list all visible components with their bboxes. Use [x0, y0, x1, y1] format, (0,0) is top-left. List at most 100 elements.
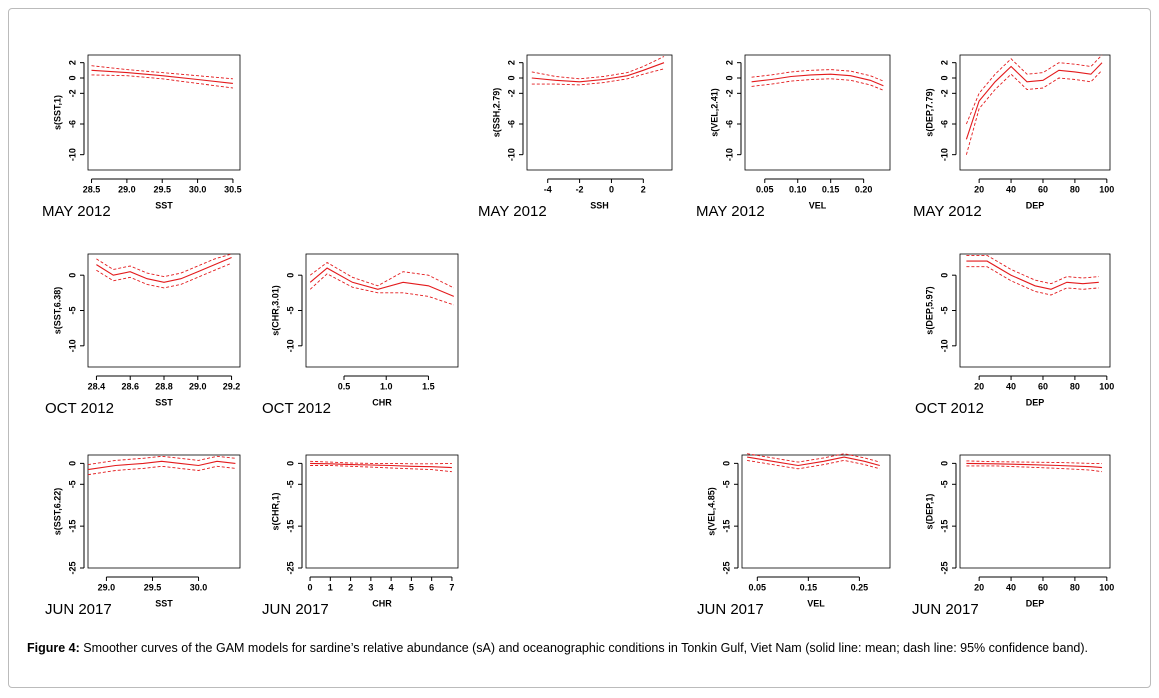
- y-tick-label: -25: [939, 561, 949, 574]
- y-tick-label: -6: [939, 120, 949, 128]
- caption-text: Smoother curves of the GAM models for sa…: [83, 641, 1089, 655]
- y-tick-label: 2: [724, 60, 734, 65]
- x-tick-label: 29.5: [144, 582, 162, 592]
- x-axis-label: DEP: [1026, 397, 1045, 407]
- smooth-curve: [310, 460, 452, 465]
- x-tick-label: 0.05: [749, 582, 767, 592]
- smooth-curve: [87, 460, 236, 471]
- smooth-curve: [966, 254, 1099, 285]
- y-axis-label: s(SST,6.22): [52, 488, 62, 536]
- y-tick-label: -5: [285, 480, 295, 488]
- x-tick-label: 80: [1070, 184, 1080, 194]
- smooth-curve: [531, 62, 665, 83]
- smooth-curve: [91, 69, 233, 84]
- plot-frame: [959, 253, 1111, 368]
- plot-frame: [305, 253, 459, 368]
- y-tick-label: 0: [285, 273, 295, 278]
- y-tick-label: 2: [506, 60, 516, 65]
- y-tick-label: -5: [285, 306, 295, 314]
- x-tick-label: 0.20: [855, 184, 873, 194]
- y-tick-label: -2: [506, 89, 516, 97]
- smooth-curve: [96, 262, 232, 289]
- smooth-curve: [966, 460, 1102, 464]
- smooth-curve: [310, 462, 452, 469]
- x-tick-label: 0.10: [789, 184, 807, 194]
- panel-title: JUN 2017: [45, 601, 112, 618]
- x-tick-label: 0.15: [800, 582, 818, 592]
- x-tick-label: 20: [974, 381, 984, 391]
- frame: [8, 8, 1151, 688]
- x-axis-label: DEP: [1026, 200, 1045, 210]
- x-tick-label: 80: [1070, 582, 1080, 592]
- smooth-curve: [87, 455, 236, 466]
- y-tick-label: -25: [67, 561, 77, 574]
- panel-title: OCT 2012: [45, 400, 114, 417]
- panel-title: MAY 2012: [913, 203, 982, 220]
- x-tick-label: 100: [1099, 381, 1114, 391]
- x-tick-label: 60: [1038, 381, 1048, 391]
- y-tick-label: -10: [506, 148, 516, 161]
- smooth-curve: [966, 260, 1099, 290]
- x-tick-label: 20: [974, 582, 984, 592]
- plot-frame: [87, 454, 241, 569]
- y-tick-label: -15: [721, 520, 731, 533]
- x-tick-label: 29.0: [118, 184, 136, 194]
- figure-caption: Figure 4: Smoother curves of the GAM mod…: [27, 640, 1137, 656]
- x-tick-label: 0.05: [756, 184, 774, 194]
- plot-frame: [959, 54, 1111, 171]
- smooth-curve: [966, 462, 1103, 469]
- y-tick-label: 0: [67, 273, 77, 278]
- panel-title: OCT 2012: [262, 400, 331, 417]
- smooth-curve: [966, 266, 1099, 296]
- y-tick-label: -10: [724, 148, 734, 161]
- x-tick-label: 0.5: [338, 381, 351, 391]
- x-axis-label: VEL: [807, 598, 825, 608]
- y-tick-label: -6: [67, 120, 77, 128]
- smooth-curve: [309, 267, 455, 297]
- x-tick-label: 0: [609, 184, 614, 194]
- x-tick-label: 0.15: [822, 184, 840, 194]
- y-tick-label: -15: [285, 520, 295, 533]
- smooth-curve: [965, 69, 1103, 155]
- y-axis-label: s(VEL,2.41): [709, 88, 719, 137]
- panel-title: MAY 2012: [478, 203, 547, 220]
- x-tick-label: 60: [1038, 184, 1048, 194]
- y-tick-label: 0: [939, 273, 949, 278]
- smooth-curve: [965, 54, 1103, 125]
- x-tick-label: 30.5: [224, 184, 242, 194]
- x-tick-label: 80: [1070, 381, 1080, 391]
- x-axis-label: SST: [155, 598, 173, 608]
- y-tick-label: -5: [939, 306, 949, 314]
- y-tick-label: -5: [67, 480, 77, 488]
- x-tick-label: 5: [409, 582, 414, 592]
- x-tick-label: 20: [974, 184, 984, 194]
- plot-frame: [87, 253, 241, 368]
- smooth-curve: [747, 453, 880, 463]
- plot-frame: [526, 54, 673, 171]
- x-tick-label: 4: [389, 582, 394, 592]
- y-axis-label: s(CHR,1): [270, 492, 280, 530]
- x-tick-label: 40: [1006, 184, 1016, 194]
- smooth-curve: [91, 65, 233, 80]
- x-tick-label: 2: [348, 582, 353, 592]
- x-tick-label: 100: [1099, 184, 1114, 194]
- y-tick-label: 0: [67, 75, 77, 80]
- smooth-curve: [96, 253, 232, 278]
- x-axis-label: SSH: [590, 200, 609, 210]
- x-tick-label: 29.0: [98, 582, 116, 592]
- panels: 28.5 29.0 29.5 30.0 30.520-2-6-10s(SST,1)SST…: [42, 54, 1114, 618]
- x-tick-label: 100: [1099, 582, 1114, 592]
- x-tick-label: 1.5: [422, 381, 435, 391]
- y-tick-label: -2: [724, 89, 734, 97]
- smooth-curve: [966, 465, 1103, 473]
- x-axis-label: CHR: [372, 598, 392, 608]
- y-axis-label: s(SST,1): [52, 95, 62, 130]
- y-tick-label: 0: [721, 461, 731, 466]
- x-tick-label: 6: [429, 582, 434, 592]
- x-tick-label: 28.6: [121, 381, 139, 391]
- y-tick-label: -6: [724, 120, 734, 128]
- y-tick-label: -5: [67, 306, 77, 314]
- y-tick-label: 0: [724, 75, 734, 80]
- x-axis-label: SST: [155, 397, 173, 407]
